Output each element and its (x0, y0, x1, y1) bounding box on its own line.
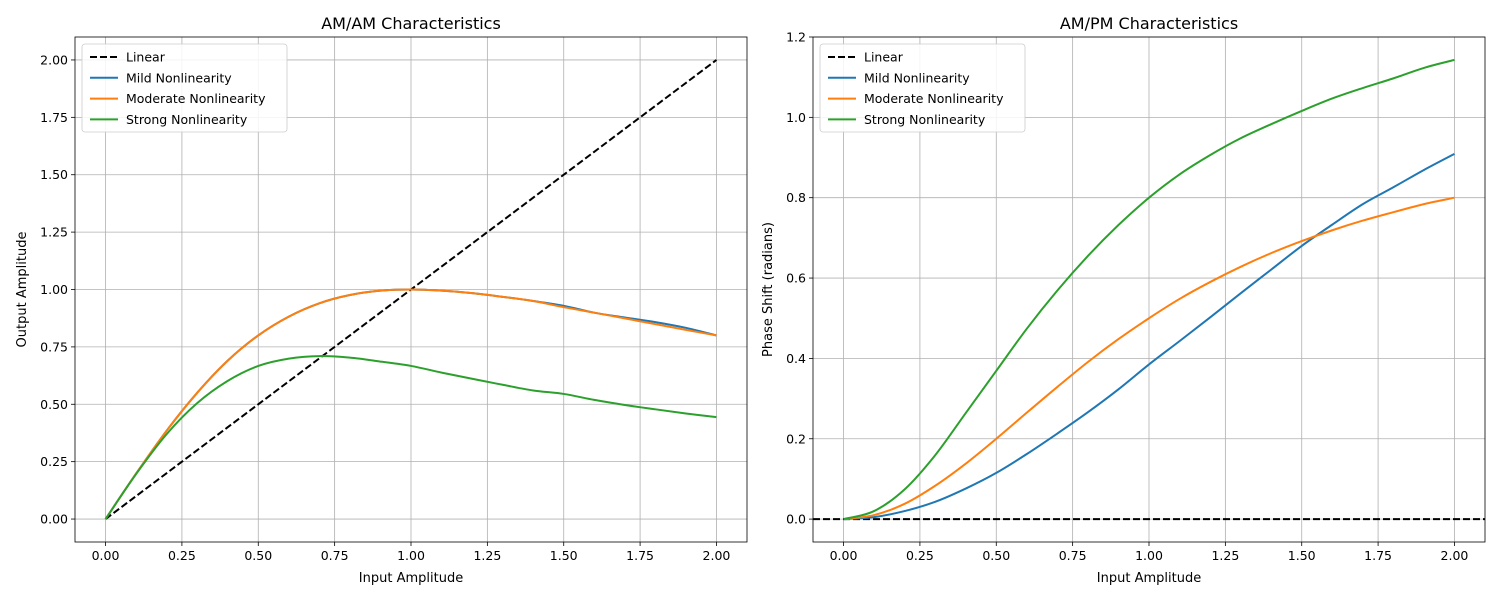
legend: Linear Mild Nonlinearity Moderate Nonlinea… (81, 43, 288, 133)
legend-label: Moderate Nonlinearity (864, 91, 1004, 106)
plot-area (104, 59, 718, 520)
x-axis-label: Input Amplitude (359, 571, 463, 586)
x-tick-label: 1.50 (1288, 548, 1316, 563)
legend-label: Linear (864, 50, 904, 65)
x-tick-label: 2.00 (1441, 548, 1469, 563)
legend-label: Strong Nonlinearity (864, 112, 986, 127)
x-tick-label: 1.75 (1364, 548, 1392, 563)
y-tick-label: 1.0 (786, 110, 806, 125)
x-tick-label: 1.75 (626, 548, 654, 563)
y-axis-label: Output Amplitude (15, 232, 30, 348)
y-tick-label: 0.6 (786, 271, 806, 286)
legend-label: Strong Nonlinearity (126, 112, 248, 127)
x-tick-label: 0.50 (244, 548, 272, 563)
y-axis-label: Phase Shift (radians) (761, 222, 776, 357)
y-tick-label: 2.00 (40, 52, 68, 67)
x-tick-label: 0.75 (321, 548, 349, 563)
legend-box (81, 43, 288, 133)
series-line-2 (843, 153, 1455, 521)
x-tick-label: 1.50 (550, 548, 578, 563)
chart-panel-1: 0.00 0.25 0.50 0.75 1.00 1.25 1.50 1.75 2.00 0.00… (15, 14, 748, 586)
legend-label: Linear (126, 50, 166, 65)
x-tick-label: 1.25 (1211, 548, 1239, 563)
chart-panel-2: 0.00 0.25 0.50 0.75 1.00 1.25 1.50 1.75 2.00 0.0 0… (761, 14, 1486, 586)
y-tick-label: 0.0 (786, 512, 806, 527)
y-tick-label: 0.8 (786, 190, 806, 205)
x-tick-label: 1.00 (397, 548, 425, 563)
y-tick-label: 0.4 (786, 351, 806, 366)
x-tick-label: 1.25 (473, 548, 501, 563)
y-tick-label: 1.25 (40, 225, 68, 240)
series-line-3 (843, 196, 1455, 521)
x-tick-label: 0.25 (906, 548, 934, 563)
y-tick-label: 1.00 (40, 282, 68, 297)
chart-title: AM/AM Characteristics (321, 14, 501, 33)
y-tick-label: 0.2 (786, 431, 806, 446)
x-tick-label: 1.00 (1135, 548, 1163, 563)
series-line-4 (843, 58, 1455, 521)
y-tick-label: 0.75 (40, 339, 68, 354)
x-tick-label: 0.25 (168, 548, 196, 563)
legend-box (819, 43, 1026, 133)
y-tick-label: 0.25 (40, 454, 68, 469)
legend: Linear Mild Nonlinearity Moderate Nonlinea… (819, 43, 1026, 133)
plot-area (813, 58, 1485, 521)
x-tick-label: 0.00 (92, 548, 120, 563)
y-tick-label: 0.50 (40, 397, 68, 412)
x-axis-label: Input Amplitude (1097, 571, 1201, 586)
legend-label: Mild Nonlinearity (126, 70, 232, 85)
x-tick-label: 0.75 (1059, 548, 1087, 563)
y-tick-label: 1.50 (40, 167, 68, 182)
x-tick-label: 0.50 (982, 548, 1010, 563)
legend-label: Mild Nonlinearity (864, 70, 970, 85)
chart-title: AM/PM Characteristics (1060, 14, 1238, 33)
x-tick-label: 2.00 (703, 548, 731, 563)
y-tick-label: 1.75 (40, 110, 68, 125)
legend-label: Moderate Nonlinearity (126, 91, 266, 106)
y-tick-label: 0.00 (40, 512, 68, 527)
x-tick-label: 0.00 (830, 548, 858, 563)
series-line-3 (104, 288, 717, 520)
y-tick-label: 1.2 (786, 30, 806, 45)
series-line-4 (104, 355, 717, 520)
